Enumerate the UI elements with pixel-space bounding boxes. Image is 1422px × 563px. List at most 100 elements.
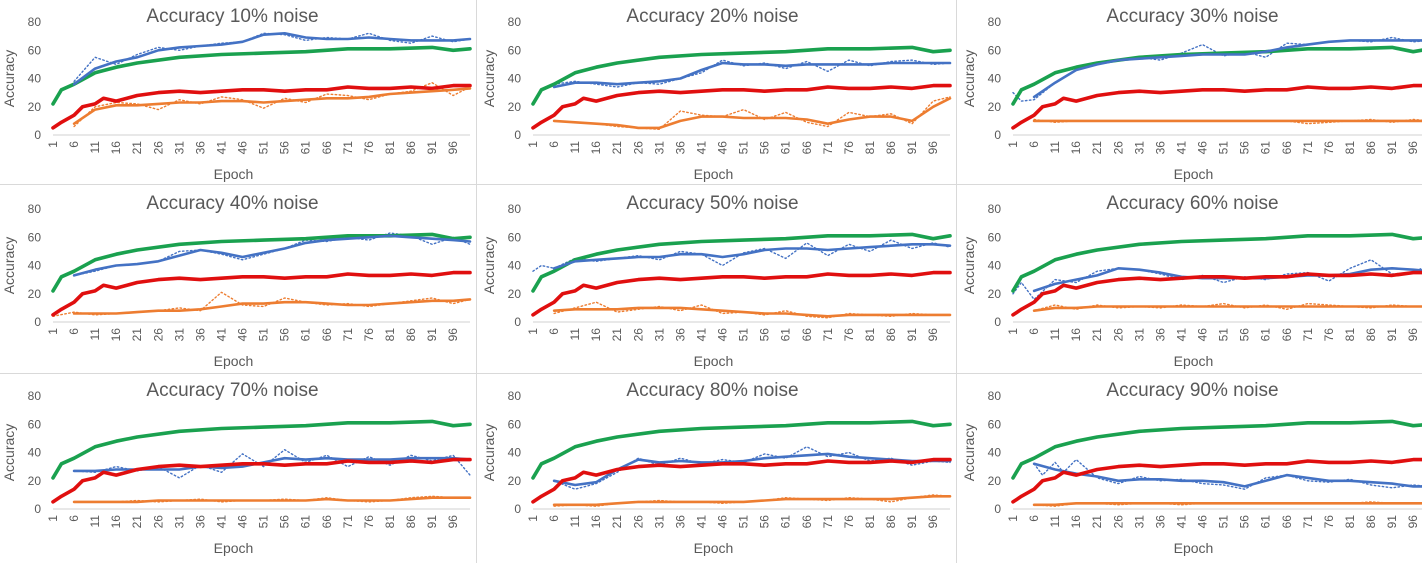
series-line-orange-solid [72,298,472,315]
x-tick-label: 1 [526,328,540,335]
x-tick-label: 31 [652,141,666,155]
x-axis-label: Epoch [694,540,734,556]
chart-panel: Accuracy 20% noise 0 20 40 60 80 1 6 11 16 21 26 31 3… [480,0,954,187]
x-tick-label: 76 [1322,328,1336,342]
series-line-blue-solid [1032,462,1422,488]
x-tick-label: 76 [842,328,856,342]
x-tick-label: 76 [362,328,376,342]
x-tick-label: 16 [589,328,603,342]
x-tick-label: 76 [1322,515,1336,529]
x-tick-label: 71 [1301,328,1315,342]
y-tick-label: 60 [28,43,42,57]
x-tick-label: 76 [362,141,376,155]
x-tick-label: 6 [1027,515,1041,522]
x-tick-label: 91 [905,141,919,155]
x-tick-label: 36 [673,141,687,155]
x-tick-label: 81 [863,515,877,529]
x-tick-label: 71 [821,328,835,342]
y-axis-label: Accuracy [961,237,977,295]
x-tick-label: 31 [652,515,666,529]
series-line-orange-dotted [553,96,951,131]
x-tick-label: 91 [1385,328,1399,342]
x-tick-label: 1 [46,141,60,148]
y-axis-label: Accuracy [481,237,497,295]
x-tick-label: 6 [547,515,561,522]
x-tick-label: 91 [1385,141,1399,155]
x-tick-label: 66 [800,141,814,155]
x-tick-label: 91 [1385,515,1399,529]
x-tick-label: 66 [1280,141,1294,155]
panel-divider-vertical [476,0,477,563]
chart-panel: Accuracy 70% noise 0 20 40 60 80 1 6 11 16 21 26 31 3… [0,374,474,561]
x-tick-label: 81 [383,141,397,155]
y-tick-label: 0 [994,315,1001,329]
y-tick-label: 20 [988,100,1002,114]
x-tick-label: 41 [214,141,228,155]
x-tick-label: 81 [863,328,877,342]
x-tick-label: 91 [425,515,439,529]
y-tick-label: 40 [28,446,42,460]
x-tick-label: 96 [446,328,460,342]
x-tick-label: 16 [109,515,123,529]
x-tick-label: 31 [172,515,186,529]
x-tick-label: 36 [1153,328,1167,342]
series-line-green-solid [1011,232,1422,293]
x-tick-label: 1 [46,515,60,522]
x-tick-label: 61 [1259,515,1273,529]
x-tick-label: 26 [151,328,165,342]
x-tick-label: 81 [383,515,397,529]
series-line-green-solid [531,232,952,293]
x-tick-label: 61 [1259,328,1273,342]
x-axis-label: Epoch [214,353,254,369]
x-tick-label: 81 [1343,141,1357,155]
x-tick-label: 96 [926,515,940,529]
x-tick-label: 51 [257,141,271,155]
x-tick-label: 41 [1174,515,1188,529]
x-tick-label: 86 [884,141,898,155]
series-line-green-solid [51,232,472,293]
series-line-green-solid [51,45,472,106]
x-tick-label: 21 [610,328,624,342]
x-tick-label: 81 [383,328,397,342]
x-tick-label: 96 [926,328,940,342]
x-tick-label: 81 [1343,515,1357,529]
x-tick-label: 61 [779,141,793,155]
x-tick-label: 61 [1259,141,1273,155]
x-tick-label: 16 [1069,141,1083,155]
x-tick-label: 21 [1090,515,1104,529]
x-tick-label: 56 [278,515,292,529]
chart-title: Accuracy 70% noise [146,380,318,401]
x-tick-label: 61 [299,515,313,529]
y-tick-label: 40 [508,446,522,460]
chart-title: Accuracy 90% noise [1106,380,1278,401]
x-tick-label: 36 [673,515,687,529]
x-tick-label: 91 [425,328,439,342]
y-tick-label: 80 [508,389,522,403]
x-tick-label: 26 [631,328,645,342]
series-line-blue-solid [72,234,472,277]
x-tick-label: 66 [320,141,334,155]
x-tick-label: 36 [193,328,207,342]
series-line-blue-solid [552,61,952,89]
x-tick-label: 6 [1027,141,1041,148]
x-tick-label: 1 [1006,141,1020,148]
x-tick-label: 86 [404,515,418,529]
x-tick-label: 61 [779,515,793,529]
x-tick-label: 31 [1132,328,1146,342]
x-tick-label: 31 [1132,515,1146,529]
x-tick-label: 96 [446,141,460,155]
x-tick-label: 26 [1111,515,1125,529]
chart-panel: Accuracy 40% noise 0 20 40 60 80 1 6 11 16 21 26 31 3… [0,187,474,374]
chart-title: Accuracy 10% noise [146,6,318,27]
x-tick-label: 56 [278,141,292,155]
series-line-orange-solid [72,496,472,504]
x-tick-label: 51 [737,515,751,529]
y-tick-label: 0 [34,315,41,329]
x-tick-label: 81 [1343,328,1357,342]
series-line-red-solid [531,457,952,504]
